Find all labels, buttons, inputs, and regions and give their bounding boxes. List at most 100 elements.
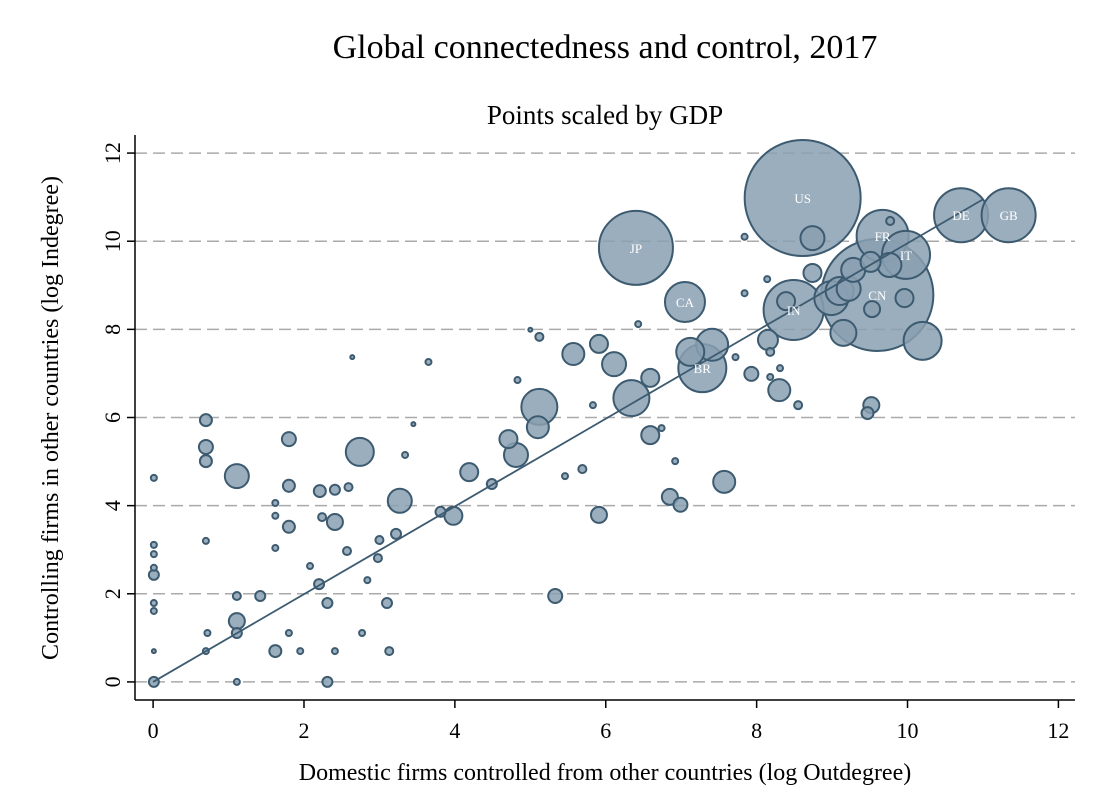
bubble — [280, 431, 297, 448]
y-axis-label: Controlling firms in other countries (lo… — [38, 176, 64, 660]
bubble — [344, 436, 375, 467]
bubble — [198, 454, 213, 469]
bubble — [902, 320, 943, 361]
bubble — [197, 439, 214, 456]
bubble — [498, 429, 519, 450]
bubble — [363, 576, 372, 585]
bubble — [547, 587, 564, 604]
y-tick-label: 2 — [100, 588, 125, 599]
bubble — [390, 527, 403, 540]
x-tick-label: 12 — [1047, 718, 1069, 743]
bubble — [776, 291, 797, 312]
fit-line — [152, 198, 984, 683]
bubble — [232, 677, 241, 686]
bubble — [358, 629, 367, 638]
bubble — [597, 209, 674, 286]
bubble — [223, 463, 250, 490]
bubble — [756, 328, 779, 351]
bubble — [765, 346, 776, 357]
bubble — [712, 469, 737, 494]
bubble — [459, 462, 480, 483]
chart-subtitle: Points scaled by GDP — [487, 100, 723, 130]
x-tick-label: 6 — [600, 718, 611, 743]
bubble — [268, 644, 283, 659]
bubble — [227, 612, 246, 631]
bubble — [150, 648, 157, 655]
x-tick-label: 4 — [449, 718, 460, 743]
bubble — [657, 424, 666, 433]
bubble — [341, 546, 352, 557]
bubble — [201, 536, 210, 545]
bubble — [271, 511, 280, 520]
bubble — [343, 482, 354, 493]
bubble — [885, 215, 896, 226]
bubble — [401, 450, 410, 459]
point-label: CA — [676, 295, 695, 310]
bubble — [296, 647, 305, 656]
y-tick-label: 0 — [100, 676, 125, 687]
y-tick-label: 10 — [100, 230, 125, 252]
bubble — [149, 550, 158, 559]
bubble — [384, 646, 395, 657]
bubble — [281, 519, 296, 534]
x-tick-label: 10 — [897, 718, 919, 743]
bubble — [561, 472, 570, 481]
bubble — [675, 336, 706, 367]
bubble — [577, 464, 588, 475]
bubble — [588, 401, 597, 410]
bubble — [799, 225, 826, 252]
bubble — [640, 367, 661, 388]
bubble — [740, 232, 749, 241]
bubble — [328, 483, 341, 496]
x-tick-label: 2 — [298, 718, 309, 743]
y-tick-label: 8 — [100, 324, 125, 335]
point-label: IN — [787, 303, 801, 318]
bubble — [534, 331, 545, 342]
bubble — [793, 400, 804, 411]
bubble — [671, 457, 680, 466]
point-label: JP — [630, 241, 642, 256]
point-label: IT — [900, 248, 912, 263]
bubble — [612, 379, 651, 418]
bubble — [149, 563, 158, 572]
bubble — [743, 139, 862, 258]
bubble — [731, 353, 740, 362]
bubble — [525, 415, 550, 440]
bubble — [149, 540, 158, 549]
y-tick-label: 4 — [100, 500, 125, 511]
bubble — [663, 281, 706, 324]
bubble — [325, 512, 344, 531]
bubble — [766, 372, 775, 381]
bubble — [894, 288, 915, 309]
bubble — [231, 590, 242, 601]
bubble — [640, 425, 661, 446]
bubble — [372, 553, 383, 564]
point-label: DE — [952, 208, 969, 223]
point-label: BR — [694, 361, 712, 376]
bubble — [776, 364, 785, 373]
x-tick-label: 8 — [751, 718, 762, 743]
bubble — [284, 629, 293, 638]
bubble — [198, 413, 213, 428]
bubble — [588, 333, 609, 354]
bubble — [829, 318, 858, 347]
x-axis-label: Domestic firms controlled from other cou… — [299, 760, 911, 786]
bubble — [317, 512, 328, 523]
chart-title: Global connectedness and control, 2017 — [333, 29, 878, 66]
bubble — [561, 342, 586, 367]
bubble — [203, 629, 212, 638]
point-label: US — [794, 191, 811, 206]
bubble — [634, 320, 643, 329]
bubble — [321, 597, 334, 610]
bubble — [374, 535, 385, 546]
bubble — [312, 484, 327, 499]
bubble — [860, 406, 875, 421]
bubble — [672, 496, 689, 513]
bubbles — [147, 139, 1037, 688]
bubble — [743, 365, 760, 382]
bubble — [321, 675, 334, 688]
bubble — [443, 505, 464, 526]
bubble — [424, 357, 433, 366]
